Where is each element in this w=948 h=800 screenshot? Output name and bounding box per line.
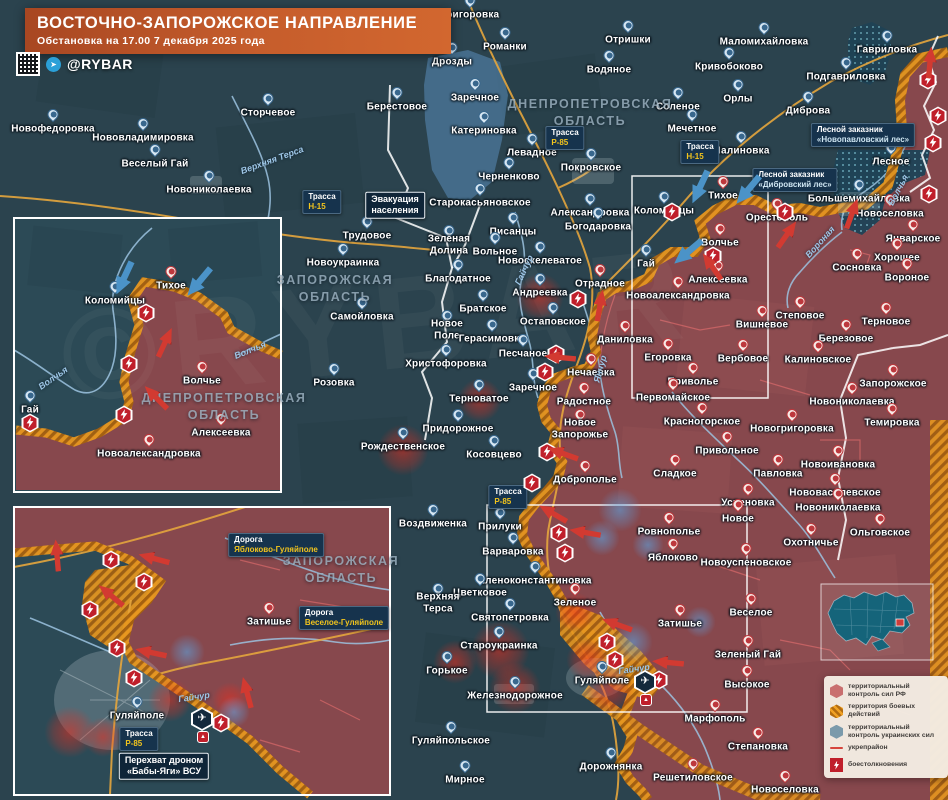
telegram-handle: @RYBAR bbox=[67, 56, 133, 72]
legend-item: территориальный контроль сил РФ bbox=[830, 683, 942, 699]
map-title: ВОСТОЧНО-ЗАПОРОЖСКОЕ НАПРАВЛЕНИЕ bbox=[37, 14, 418, 32]
legend-label: укрепрайон bbox=[848, 743, 888, 751]
legend-label: территориальный контроль украинских сил bbox=[848, 723, 935, 739]
legend-label: территория боевых действий bbox=[848, 703, 916, 719]
legend-swatch-line bbox=[830, 746, 843, 750]
legend-item: боестолкновения bbox=[830, 758, 942, 773]
legend-panel: территориальный контроль сил РФ территори… bbox=[824, 676, 948, 779]
legend-label: территориальный контроль сил РФ bbox=[848, 683, 910, 699]
legend-swatch-hex-ru bbox=[830, 684, 843, 699]
legend-item: территория боевых действий bbox=[830, 703, 942, 719]
legend-item: территориальный контроль украинских сил bbox=[830, 724, 942, 740]
legend-swatch-hex-ua bbox=[830, 724, 843, 739]
ukraine-outline bbox=[827, 591, 915, 646]
telegram-icon: ➤ bbox=[46, 56, 61, 72]
credit-block: ➤ @RYBAR bbox=[16, 52, 133, 76]
title-banner: ВОСТОЧНО-ЗАПОРОЖСКОЕ НАПРАВЛЕНИЕ Обстано… bbox=[25, 8, 451, 54]
map-subtitle: Обстановка на 17.00 7 декабря 2025 года bbox=[37, 34, 265, 47]
ukraine-minimap bbox=[820, 583, 934, 661]
qr-code bbox=[16, 52, 40, 76]
legend-swatch-clash bbox=[830, 758, 843, 773]
legend-item: укрепрайон bbox=[830, 744, 942, 752]
map-area-marker bbox=[895, 618, 905, 627]
legend-label: боестолкновения bbox=[848, 761, 908, 769]
legend-swatch-hex-combat bbox=[830, 704, 843, 719]
